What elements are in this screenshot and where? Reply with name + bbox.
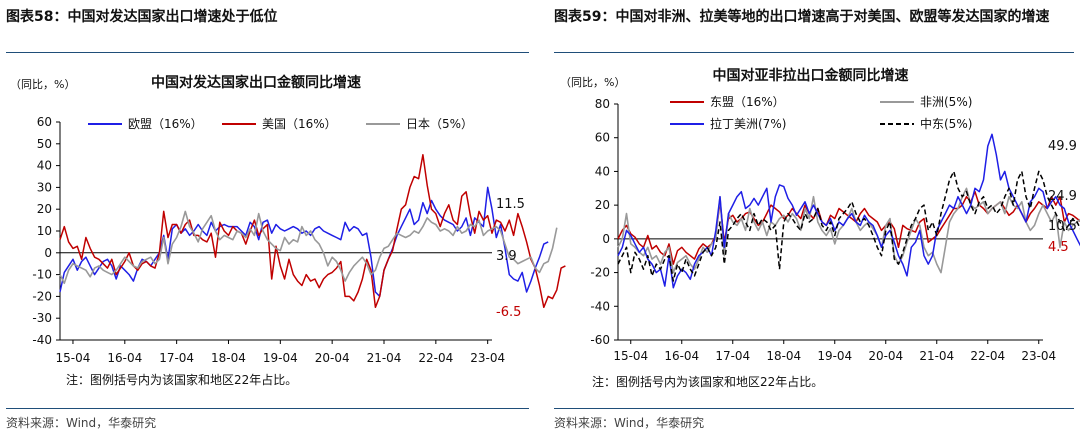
y-tick-label: -20 — [32, 289, 52, 303]
figure-label: 图表59： — [554, 9, 616, 25]
end-value-label: 24.9 — [1048, 189, 1077, 204]
y-tick-label: 60 — [37, 115, 52, 129]
x-tick-label: 15-04 — [56, 351, 91, 365]
x-tick-label: 17-04 — [159, 351, 194, 365]
legend-label-eu: 欧盟（16%） — [128, 117, 203, 131]
y-tick-label: 20 — [595, 198, 610, 212]
legend-label-me: 中东(5%) — [920, 116, 972, 131]
series-line-latam — [617, 133, 1080, 289]
x-tick-label: 22-04 — [970, 349, 1005, 363]
end-value-label: -6.5 — [496, 305, 521, 320]
y-tick-label: 0 — [44, 246, 52, 260]
x-tick-label: 16-04 — [107, 351, 142, 365]
y-tick-label: -40 — [590, 299, 610, 313]
end-value-label: 11.5 — [496, 197, 525, 212]
x-tick-label: 19-04 — [817, 349, 852, 363]
end-value-label: 10.5 — [1048, 219, 1077, 234]
x-tick-label: 21-04 — [367, 351, 402, 365]
figure-label: 图表58： — [6, 9, 68, 25]
x-tick-label: 21-04 — [919, 349, 954, 363]
end-value-label: 3.9 — [496, 249, 517, 264]
y-tick-label: 80 — [595, 97, 610, 111]
figure-title-text: 中国对非洲、拉美等地的出口增速高于对美国、欧盟等发达国家的增速 — [615, 9, 1050, 25]
series-line-me — [617, 170, 1080, 282]
legend-label-africa: 非洲(5%) — [920, 95, 972, 109]
figure-title: 图表59：中国对非洲、拉美等地的出口增速高于对美国、欧盟等发达国家的增速 — [554, 6, 1074, 28]
y-tick-label: -20 — [590, 266, 610, 280]
legend-label-asean: 东盟（16%） — [710, 95, 785, 109]
figure-source: 资料来源：Wind，华泰研究 — [6, 416, 157, 430]
x-tick-label: 19-04 — [263, 351, 298, 365]
x-tick-label: 15-04 — [613, 349, 648, 363]
figure-58: 图表58：中国对发达国家出口增速处于低位 中国对发达国家出口金额同比增速 （同比，… — [0, 0, 566, 435]
y-tick-label: -60 — [590, 333, 610, 347]
legend-label-jp: 日本（5%） — [406, 117, 473, 131]
chart-title: 中国对亚非拉出口金额同比增速 — [713, 67, 909, 84]
y-tick-label: 20 — [37, 202, 52, 216]
chart-note: 注：图例括号内为该国家和地区22年占比。 — [66, 372, 297, 387]
y-tick-label: -10 — [32, 268, 52, 282]
y-tick-label: -40 — [32, 333, 52, 347]
x-tick-label: 23-04 — [470, 351, 505, 365]
x-tick-label: 22-04 — [418, 351, 453, 365]
footer-rule — [6, 408, 529, 409]
chart-eu-us-jp-exports: 中国对发达国家出口金额同比增速 （同比，%） -40 -30 -20 -10 0 10 20 30… — [10, 74, 566, 387]
y-tick-label: 0 — [602, 232, 610, 246]
figure-title-text: 中国对发达国家出口增速处于低位 — [67, 9, 278, 25]
series-line-jp — [59, 210, 558, 285]
series-line-africa — [617, 187, 1080, 274]
unit-label: （同比，%） — [560, 76, 625, 89]
title-rule — [6, 52, 529, 53]
x-tick-label: 23-04 — [1021, 349, 1056, 363]
y-tick-label: 60 — [595, 131, 610, 145]
y-tick-label: -30 — [32, 311, 52, 325]
series-line-us — [59, 153, 566, 309]
unit-label: （同比，%） — [10, 78, 75, 91]
x-tick-label: 16-04 — [664, 349, 699, 363]
y-tick-label: 30 — [37, 180, 52, 194]
x-tick-label: 18-04 — [211, 351, 246, 365]
y-tick-label: 40 — [37, 159, 52, 173]
figure-59: 图表59：中国对非洲、拉美等地的出口增速高于对美国、欧盟等发达国家的增速 中国对… — [548, 0, 1080, 435]
x-tick-label: 18-04 — [766, 349, 801, 363]
x-tick-label: 20-04 — [868, 349, 903, 363]
chart-note: 注：图例括号内为该国家和地区22年占比。 — [592, 374, 823, 389]
figure-source: 资料来源：Wind，华泰研究 — [554, 416, 705, 430]
y-tick-label: 40 — [595, 164, 610, 178]
chart-title: 中国对发达国家出口金额同比增速 — [151, 74, 361, 91]
title-rule — [554, 52, 1074, 53]
footer-rule — [554, 408, 1074, 409]
end-value-label: 49.9 — [1048, 139, 1077, 154]
x-tick-label: 17-04 — [715, 349, 750, 363]
chart-asia-africa-latam-exports: 中国对亚非拉出口金额同比增速 （同比，%） -60 -40 -20 0 20 40 60 80 15… — [560, 67, 1080, 389]
y-tick-label: 50 — [37, 137, 52, 151]
x-tick-label: 20-04 — [315, 351, 350, 365]
y-tick-label: 10 — [37, 224, 52, 238]
legend-label-us: 美国（16%） — [262, 117, 337, 131]
figure-title: 图表58：中国对发达国家出口增速处于低位 — [6, 6, 526, 28]
end-value-label: 4.5 — [1048, 240, 1069, 255]
legend-label-latam: 拉丁美洲(7%) — [710, 116, 786, 131]
